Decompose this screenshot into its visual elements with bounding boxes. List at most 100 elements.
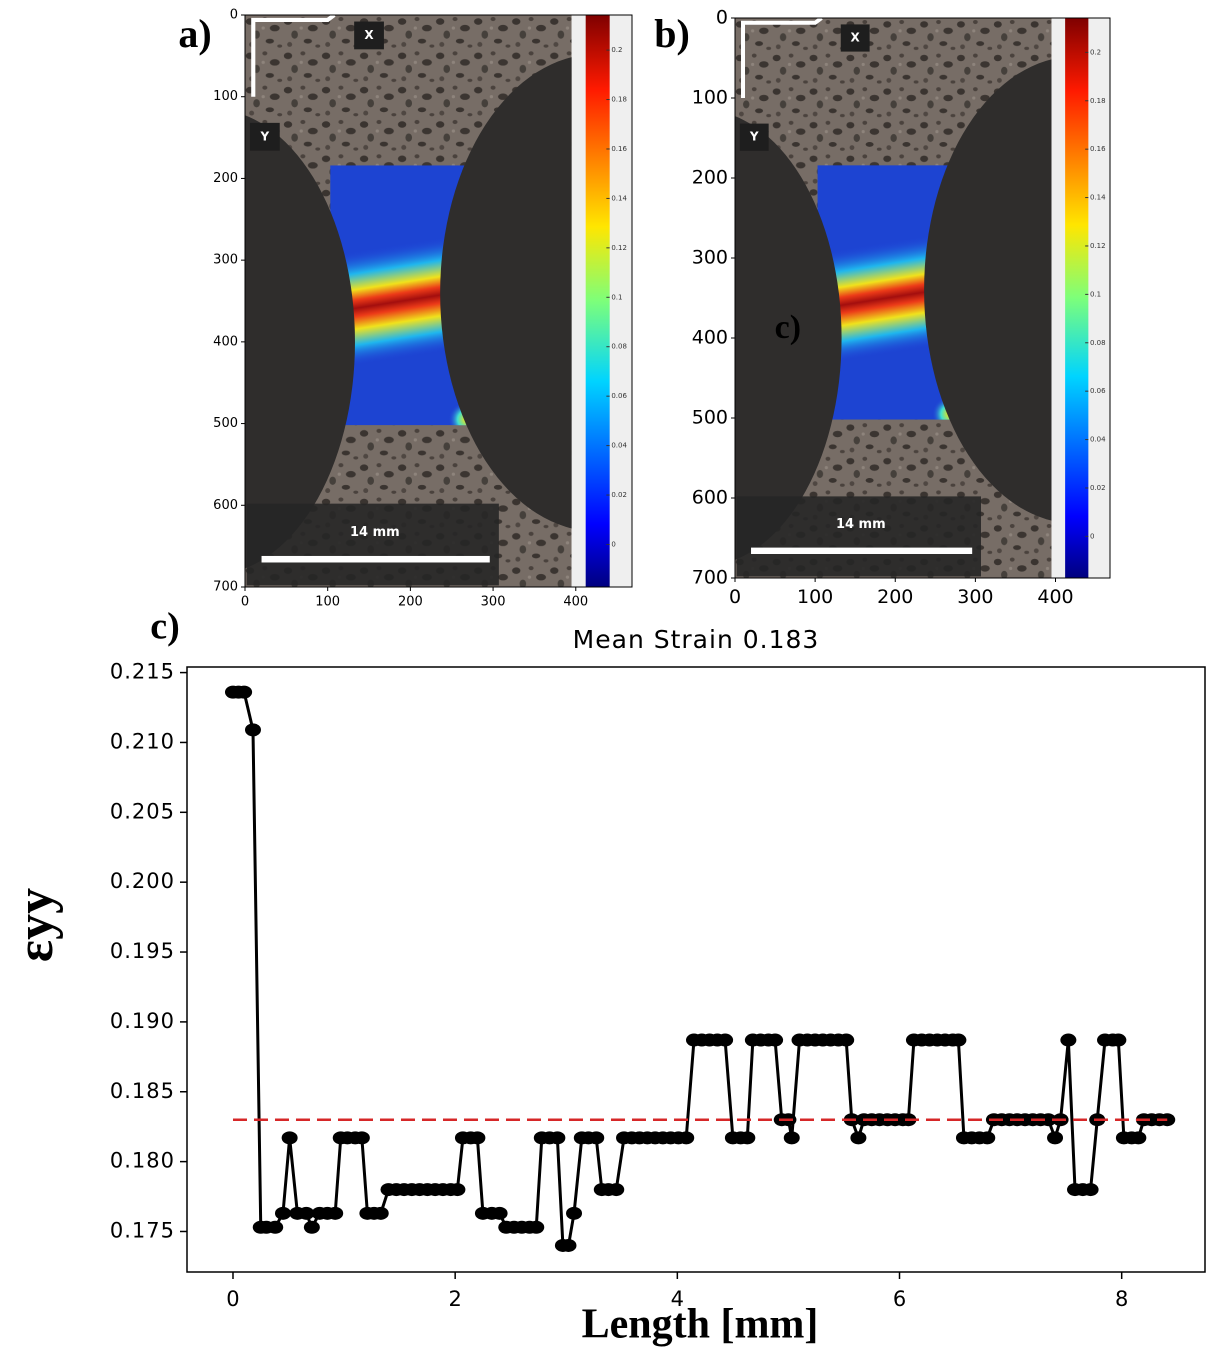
- y-tick-label: 500: [213, 416, 238, 431]
- specimen-image: [735, 18, 1052, 578]
- x-glyph-box: [840, 24, 870, 52]
- data-point: [1130, 1131, 1147, 1145]
- colorbar-tick-label: 0.06: [611, 392, 627, 400]
- x-tick-label: 200: [398, 595, 423, 610]
- data-point: [236, 685, 253, 699]
- colorbar-tick-label: 0: [611, 540, 615, 548]
- colorbar-tick-label: 0.16: [1090, 145, 1106, 153]
- x-tick-label: 6: [893, 1287, 906, 1311]
- chart-title: Mean Strain 0.183: [573, 625, 820, 654]
- y-tick-label: 100: [692, 87, 728, 109]
- data-point: [353, 1131, 370, 1145]
- data-point: [1110, 1033, 1127, 1047]
- y-tick-label: 0.190: [110, 1009, 175, 1033]
- colorbar-tick-label: 0.14: [1090, 194, 1106, 202]
- colorbar: [585, 15, 610, 587]
- data-point: [327, 1206, 344, 1220]
- colorbar-tick-label: 0.2: [1090, 48, 1101, 56]
- y-tick-label: 0.210: [110, 729, 175, 753]
- scale-box: [736, 496, 981, 577]
- data-point: [528, 1220, 545, 1234]
- x-tick-label: 400: [1037, 586, 1073, 608]
- colorbar-tick-label: 0.1: [1090, 290, 1101, 298]
- data-point: [588, 1131, 605, 1145]
- colorbar-tick-label: 0.02: [611, 491, 627, 499]
- colorbar-tick-label: 0.06: [1090, 387, 1106, 395]
- notch-right: [440, 57, 572, 529]
- data-point: [298, 1206, 315, 1220]
- y-tick-label: 0.215: [110, 660, 175, 684]
- y-tick-label: 700: [692, 567, 728, 589]
- data-point: [267, 1220, 284, 1234]
- data-point: [303, 1220, 320, 1234]
- y-tick-label: 200: [692, 167, 728, 189]
- y-tick-label: 600: [213, 498, 238, 513]
- axes-glyph: [741, 18, 823, 99]
- colorbar-tick-label: 0.1: [611, 293, 622, 301]
- y-tick-label: 0.195: [110, 939, 175, 963]
- y-tick-label: 400: [692, 327, 728, 349]
- x-tick-label: 2: [448, 1287, 461, 1311]
- colorbar-tick-label: 0.04: [611, 442, 627, 450]
- scale-bar-label: 14 mm: [836, 517, 886, 532]
- panel-marker: c): [775, 309, 801, 346]
- colorbar-tick-label: 0.18: [1090, 97, 1106, 105]
- x-tick-label: 0: [729, 586, 741, 608]
- scale-bar: [261, 555, 490, 563]
- x-tick-label: 400: [563, 595, 588, 610]
- y-tick-label: 0.205: [110, 799, 175, 823]
- colorbar-tick-label: 0.04: [1090, 436, 1106, 444]
- scale-box: [246, 503, 499, 586]
- panel-label: a): [178, 11, 211, 56]
- x-tick-label: 8: [1115, 1287, 1128, 1311]
- data-point: [979, 1131, 996, 1145]
- colorbar-tick-label: 0.2: [611, 46, 622, 54]
- colorbar-tick-label: 0.08: [611, 343, 627, 351]
- data-point: [372, 1206, 389, 1220]
- data-line: [232, 690, 1168, 1247]
- data-point: [678, 1131, 695, 1145]
- scale-bar-label: 14 mm: [350, 525, 400, 540]
- y-glyph-box: [739, 123, 769, 151]
- data-point: [491, 1206, 508, 1220]
- x-glyph-box: [354, 21, 384, 50]
- data-point: [274, 1206, 291, 1220]
- axes-glyph: [251, 15, 336, 97]
- colorbar-tick-label: 0.12: [611, 244, 627, 252]
- data-point: [838, 1033, 855, 1047]
- axes-frame: [734, 17, 1111, 579]
- colorbar-tick-label: 0.12: [1090, 242, 1106, 250]
- data-point: [1060, 1033, 1077, 1047]
- notch-right: [924, 59, 1052, 521]
- y-tick-label: 0.200: [110, 869, 175, 893]
- data-point: [449, 1183, 466, 1197]
- colorbar-tick-label: 0: [1090, 532, 1094, 540]
- axis-glyph-label: X: [851, 31, 861, 45]
- scale-bar: [751, 547, 973, 554]
- data-point: [469, 1131, 486, 1145]
- axis-glyph-label: Y: [259, 129, 269, 143]
- y-tick-label: 200: [213, 171, 238, 186]
- specimen-image: [245, 15, 572, 588]
- x-tick-label: 100: [797, 586, 833, 608]
- axis-glyph-label: Y: [749, 130, 759, 144]
- data-point: [1040, 1113, 1057, 1127]
- colorbar-tick-label: 0.08: [1090, 339, 1106, 347]
- axis-glyph-label: X: [364, 28, 374, 42]
- data-point: [950, 1033, 967, 1047]
- colorbar-tick-label: 0.02: [1090, 484, 1106, 492]
- colorbar-tick-label: 0.14: [611, 194, 627, 202]
- data-point: [1082, 1183, 1099, 1197]
- y-tick-label: 0: [230, 8, 238, 23]
- y-glyph-box: [249, 122, 280, 151]
- image-content: [245, 15, 572, 588]
- data-point: [717, 1033, 734, 1047]
- x-axis-label: Length [mm]: [582, 1302, 819, 1348]
- colorbar-tick-label: 0.18: [611, 96, 627, 104]
- y-tick-label: 0.175: [110, 1218, 175, 1242]
- x-tick-label: 100: [315, 595, 340, 610]
- notch-left: [735, 116, 842, 560]
- x-tick-label: 300: [481, 595, 506, 610]
- colorbar: [1065, 18, 1089, 578]
